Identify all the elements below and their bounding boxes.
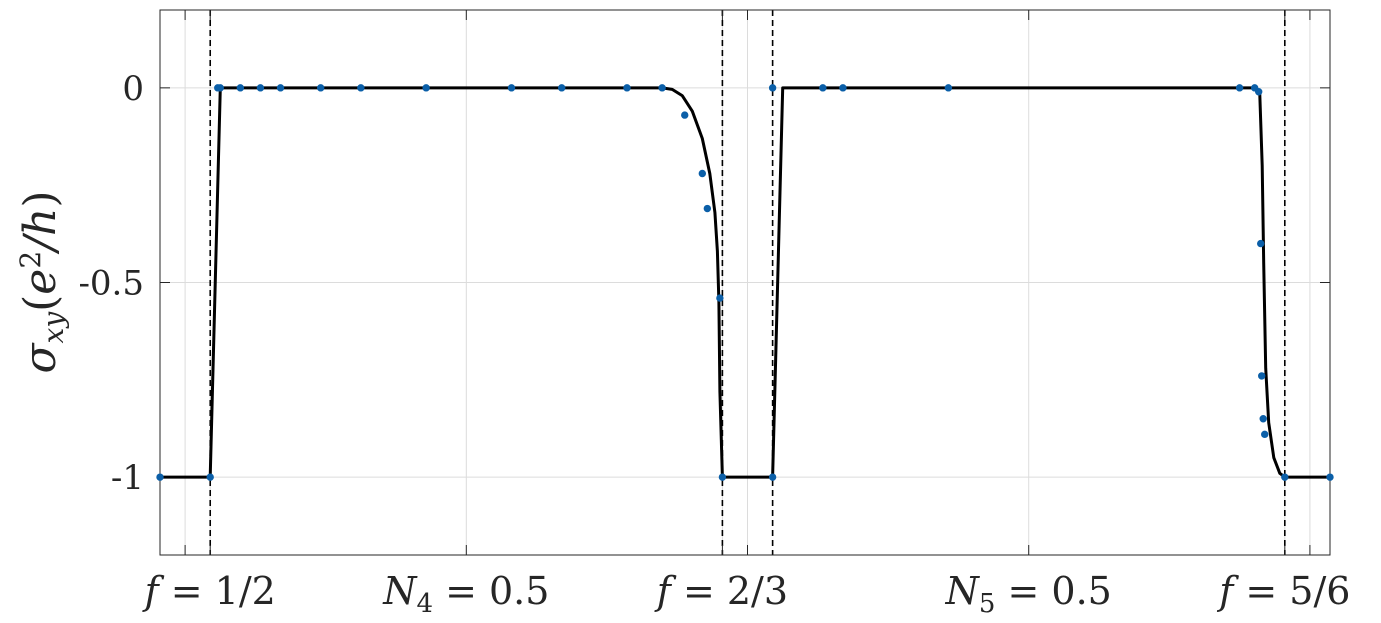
data-point	[681, 111, 689, 119]
data-point	[422, 84, 430, 92]
sigma-xy-curve	[158, 86, 1332, 479]
data-point	[507, 84, 516, 92]
data-point	[558, 84, 566, 92]
data-point	[236, 84, 245, 92]
y-tick-label: 0	[122, 69, 144, 109]
x-tick-label: N5 = 0.5	[945, 569, 1112, 619]
grid-lines	[160, 10, 1330, 555]
data-point	[839, 84, 847, 92]
data-point	[156, 473, 164, 481]
data-point	[1258, 372, 1266, 380]
data-point	[658, 84, 666, 92]
data-point	[276, 84, 285, 92]
x-tick-label: f = 5/6	[1216, 569, 1350, 613]
data-point	[1235, 84, 1244, 92]
data-point	[768, 473, 777, 481]
data-points	[156, 84, 1334, 481]
x-tick-label: N4 = 0.5	[382, 569, 549, 619]
data-point	[357, 84, 365, 92]
x-tick-label: f = 1/2	[142, 569, 276, 613]
y-tick-label: -0.5	[78, 264, 144, 304]
data-point	[206, 473, 214, 481]
data-point	[256, 84, 265, 92]
y-tick-label: -1	[111, 458, 144, 498]
data-point	[1281, 473, 1289, 481]
data-point	[316, 84, 325, 92]
data-point	[716, 294, 724, 302]
data-point	[623, 84, 631, 92]
data-point	[703, 204, 712, 213]
data-point	[1257, 239, 1265, 248]
data-point	[1326, 473, 1334, 481]
data-point	[1261, 430, 1269, 439]
data-point	[216, 84, 224, 92]
data-point	[944, 84, 953, 92]
x-tick-labels: f = 1/2 N4 = 0.5 f = 2/3 N5 = 0.5 f = 5/6	[142, 569, 1351, 619]
data-point	[768, 84, 777, 92]
data-point	[819, 84, 827, 92]
x-tick-label: f = 2/3	[654, 569, 788, 613]
data-point	[1259, 415, 1267, 423]
y-axis-label: σxy(e2/h)	[14, 190, 70, 373]
data-point	[718, 473, 727, 481]
data-point	[1254, 88, 1263, 96]
y-tick-labels: 0 -0.5 -1	[78, 69, 144, 498]
data-point	[698, 169, 707, 178]
